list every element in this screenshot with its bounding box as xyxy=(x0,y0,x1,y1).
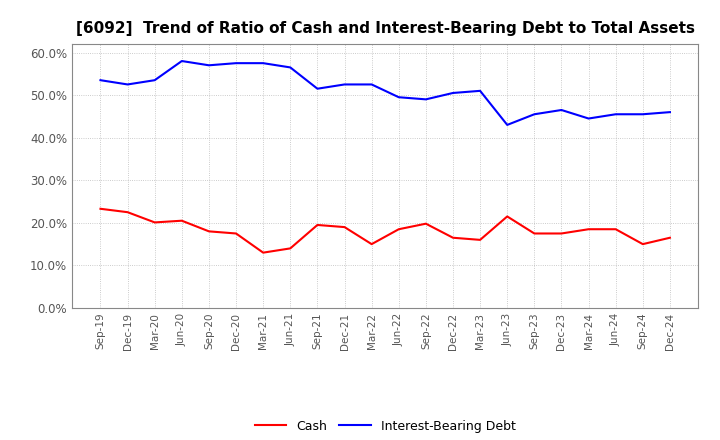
Cash xyxy=(150,220,159,225)
Cash xyxy=(395,227,403,232)
Interest-Bearing Debt xyxy=(123,82,132,87)
Interest-Bearing Debt xyxy=(421,97,430,102)
Interest-Bearing Debt xyxy=(96,77,105,83)
Interest-Bearing Debt xyxy=(665,110,674,115)
Cash xyxy=(259,250,268,255)
Cash xyxy=(557,231,566,236)
Cash xyxy=(449,235,457,240)
Interest-Bearing Debt xyxy=(367,82,376,87)
Interest-Bearing Debt xyxy=(611,112,620,117)
Interest-Bearing Debt xyxy=(259,61,268,66)
Interest-Bearing Debt xyxy=(232,61,240,66)
Interest-Bearing Debt xyxy=(178,59,186,64)
Title: [6092]  Trend of Ratio of Cash and Interest-Bearing Debt to Total Assets: [6092] Trend of Ratio of Cash and Intere… xyxy=(76,21,695,36)
Interest-Bearing Debt xyxy=(530,112,539,117)
Cash xyxy=(204,229,213,234)
Cash xyxy=(341,224,349,230)
Interest-Bearing Debt xyxy=(286,65,294,70)
Interest-Bearing Debt xyxy=(204,62,213,68)
Cash xyxy=(367,242,376,247)
Legend: Cash, Interest-Bearing Debt: Cash, Interest-Bearing Debt xyxy=(250,414,521,437)
Line: Interest-Bearing Debt: Interest-Bearing Debt xyxy=(101,61,670,125)
Cash xyxy=(530,231,539,236)
Interest-Bearing Debt xyxy=(150,77,159,83)
Cash xyxy=(286,246,294,251)
Interest-Bearing Debt xyxy=(313,86,322,92)
Interest-Bearing Debt xyxy=(557,107,566,113)
Interest-Bearing Debt xyxy=(395,95,403,100)
Cash xyxy=(584,227,593,232)
Cash xyxy=(178,218,186,224)
Interest-Bearing Debt xyxy=(449,90,457,95)
Cash xyxy=(639,242,647,247)
Cash xyxy=(503,214,511,219)
Cash xyxy=(313,222,322,227)
Line: Cash: Cash xyxy=(101,209,670,253)
Cash xyxy=(611,227,620,232)
Cash xyxy=(421,221,430,226)
Interest-Bearing Debt xyxy=(476,88,485,93)
Cash xyxy=(96,206,105,212)
Cash xyxy=(123,209,132,215)
Interest-Bearing Debt xyxy=(503,122,511,128)
Interest-Bearing Debt xyxy=(639,112,647,117)
Cash xyxy=(232,231,240,236)
Interest-Bearing Debt xyxy=(584,116,593,121)
Cash xyxy=(476,237,485,242)
Cash xyxy=(665,235,674,240)
Interest-Bearing Debt xyxy=(341,82,349,87)
